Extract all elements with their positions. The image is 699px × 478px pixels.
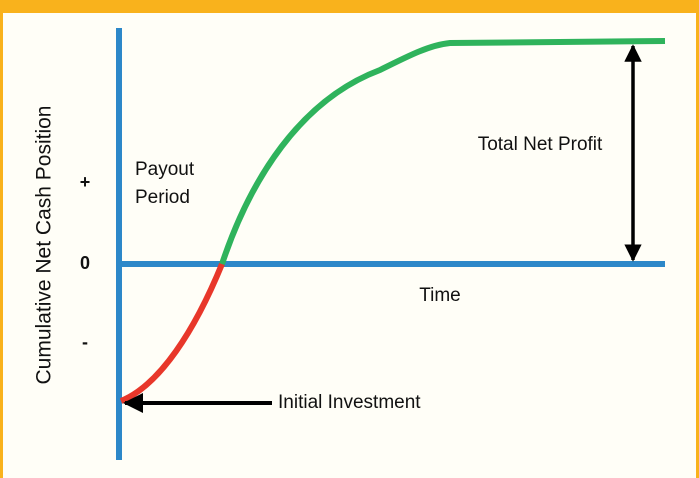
x-axis-label: Time (419, 285, 461, 306)
annotation: Period (135, 187, 190, 208)
annotation: Initial Investment (278, 392, 421, 413)
y-axis-label: Cumulative Net Cash Position (33, 106, 56, 385)
left-border (0, 0, 3, 478)
y-marker: + (80, 172, 91, 192)
y-marker: 0 (80, 253, 90, 273)
y-marker: - (82, 332, 88, 352)
annotation: Total Net Profit (478, 134, 603, 155)
right-border (696, 0, 699, 478)
profit-curve (219, 38, 666, 265)
annotation: Payout (135, 159, 195, 180)
top-border (0, 0, 699, 13)
